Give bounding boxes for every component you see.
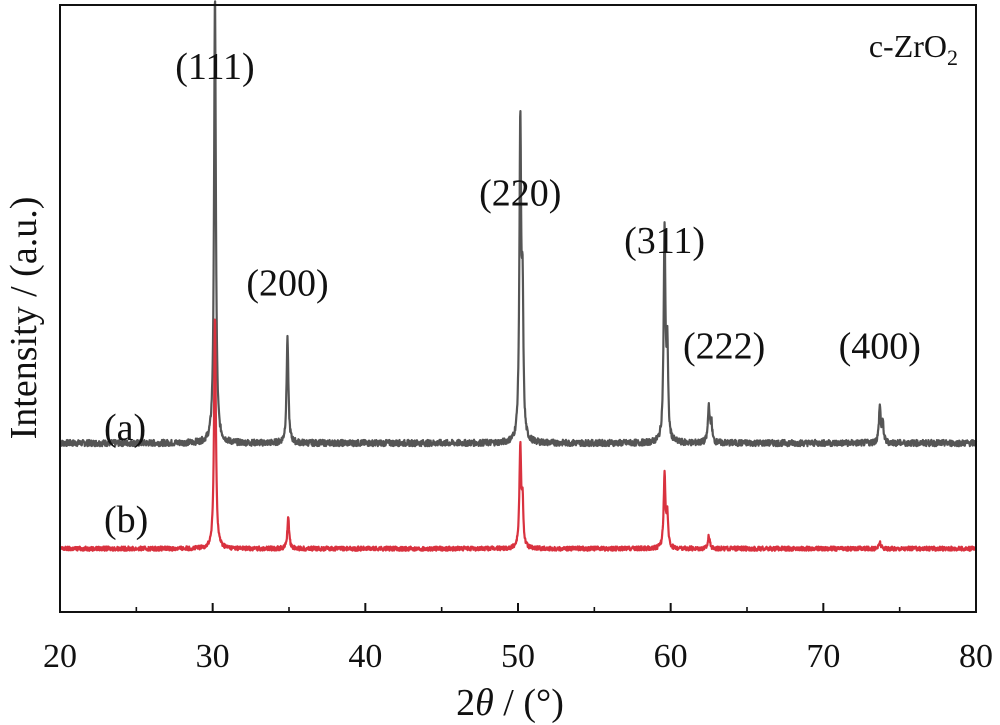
series-label-b: (b) <box>104 499 148 541</box>
peak-annotations: (111) (200) (220) (311) (222) (400) <box>175 46 921 368</box>
x-axis-title: 2θ / (°) <box>456 682 564 724</box>
x-tick-label-80: 80 <box>959 638 993 675</box>
series-label-a: (a) <box>104 407 146 449</box>
peak-label-222: (222) <box>683 326 765 368</box>
y-axis-title: Intensity / (a.u.) <box>3 197 45 440</box>
peak-label-220: (220) <box>479 173 561 215</box>
phase-label: c-ZrO2 <box>869 28 958 70</box>
x-ticks: 20 30 40 50 60 70 80 <box>43 603 993 675</box>
x-tick-label-30: 30 <box>196 638 230 675</box>
x-tick-label-70: 70 <box>806 638 840 675</box>
peak-label-311: (311) <box>624 220 705 262</box>
peak-label-400: (400) <box>839 326 921 368</box>
x-tick-label-20: 20 <box>43 638 77 675</box>
series-line-b <box>58 318 978 552</box>
series-layer <box>58 0 978 552</box>
peak-label-200: (200) <box>246 262 328 304</box>
series-line-a <box>59 0 978 448</box>
x-tick-label-50: 50 <box>501 638 535 675</box>
x-tick-label-60: 60 <box>654 638 688 675</box>
x-tick-label-40: 40 <box>348 638 382 675</box>
peak-label-111: (111) <box>175 46 255 88</box>
